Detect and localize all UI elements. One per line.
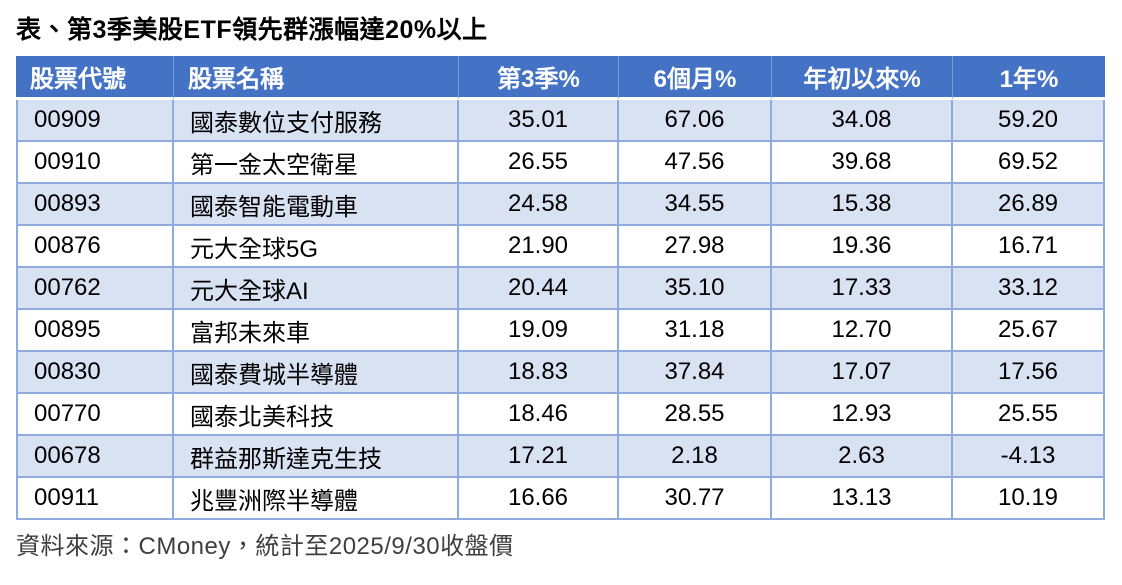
table-row: 00909 國泰數位支付服務 35.01 67.06 34.08 59.20	[16, 100, 1105, 142]
table-row: 00830 國泰費城半導體 18.83 37.84 17.07 17.56	[16, 352, 1105, 394]
cell-ytd-pct: 12.93	[772, 394, 953, 436]
cell-code: 00910	[16, 142, 174, 184]
cell-6m-pct: 34.55	[619, 184, 772, 226]
cell-code: 00893	[16, 184, 174, 226]
cell-ytd-pct: 34.08	[772, 100, 953, 142]
cell-1y-pct: 33.12	[953, 268, 1105, 310]
cell-1y-pct: 69.52	[953, 142, 1105, 184]
cell-code: 00762	[16, 268, 174, 310]
cell-q3-pct: 35.01	[459, 100, 619, 142]
table-header: 股票代號 股票名稱 第3季% 6個月% 年初以來% 1年%	[16, 56, 1105, 100]
cell-name: 元大全球AI	[174, 268, 459, 310]
cell-6m-pct: 28.55	[619, 394, 772, 436]
cell-1y-pct: 17.56	[953, 352, 1105, 394]
column-header-ytd-pct: 年初以來%	[772, 56, 953, 100]
cell-6m-pct: 47.56	[619, 142, 772, 184]
cell-1y-pct: 26.89	[953, 184, 1105, 226]
cell-code: 00876	[16, 226, 174, 268]
cell-name: 富邦未來車	[174, 310, 459, 352]
cell-q3-pct: 17.21	[459, 436, 619, 478]
cell-1y-pct: 16.71	[953, 226, 1105, 268]
cell-code: 00895	[16, 310, 174, 352]
table-row: 00762 元大全球AI 20.44 35.10 17.33 33.12	[16, 268, 1105, 310]
cell-name: 國泰費城半導體	[174, 352, 459, 394]
cell-q3-pct: 24.58	[459, 184, 619, 226]
cell-6m-pct: 35.10	[619, 268, 772, 310]
cell-name: 第一金太空衛星	[174, 142, 459, 184]
cell-6m-pct: 37.84	[619, 352, 772, 394]
cell-q3-pct: 19.09	[459, 310, 619, 352]
column-header-q3-pct: 第3季%	[459, 56, 619, 100]
cell-name: 元大全球5G	[174, 226, 459, 268]
cell-ytd-pct: 17.07	[772, 352, 953, 394]
cell-code: 00678	[16, 436, 174, 478]
table-row: 00678 群益那斯達克生技 17.21 2.18 2.63 -4.13	[16, 436, 1105, 478]
cell-ytd-pct: 17.33	[772, 268, 953, 310]
cell-q3-pct: 18.83	[459, 352, 619, 394]
etf-performance-table: 股票代號 股票名稱 第3季% 6個月% 年初以來% 1年% 00909 國泰數位支付服務 35…	[16, 56, 1105, 520]
table-title: 表、第3季美股ETF領先群漲幅達20%以上	[16, 16, 488, 44]
cell-name: 兆豐洲際半導體	[174, 478, 459, 520]
cell-code: 00770	[16, 394, 174, 436]
column-header-code: 股票代號	[16, 56, 174, 100]
table-row: 00876 元大全球5G 21.90 27.98 19.36 16.71	[16, 226, 1105, 268]
table-header-row: 股票代號 股票名稱 第3季% 6個月% 年初以來% 1年%	[16, 56, 1105, 100]
cell-6m-pct: 30.77	[619, 478, 772, 520]
cell-q3-pct: 16.66	[459, 478, 619, 520]
cell-6m-pct: 31.18	[619, 310, 772, 352]
cell-1y-pct: 10.19	[953, 478, 1105, 520]
cell-code: 00909	[16, 100, 174, 142]
cell-ytd-pct: 12.70	[772, 310, 953, 352]
table-row: 00770 國泰北美科技 18.46 28.55 12.93 25.55	[16, 394, 1105, 436]
cell-ytd-pct: 19.36	[772, 226, 953, 268]
cell-6m-pct: 67.06	[619, 100, 772, 142]
table-row: 00910 第一金太空衛星 26.55 47.56 39.68 69.52	[16, 142, 1105, 184]
cell-1y-pct: 59.20	[953, 100, 1105, 142]
cell-6m-pct: 2.18	[619, 436, 772, 478]
cell-ytd-pct: 39.68	[772, 142, 953, 184]
cell-name: 群益那斯達克生技	[174, 436, 459, 478]
cell-1y-pct: 25.55	[953, 394, 1105, 436]
cell-ytd-pct: 2.63	[772, 436, 953, 478]
table-row: 00895 富邦未來車 19.09 31.18 12.70 25.67	[16, 310, 1105, 352]
cell-q3-pct: 26.55	[459, 142, 619, 184]
column-header-1y-pct: 1年%	[953, 56, 1105, 100]
cell-code: 00911	[16, 478, 174, 520]
cell-q3-pct: 18.46	[459, 394, 619, 436]
table-body: 00909 國泰數位支付服務 35.01 67.06 34.08 59.20 00910 第一…	[16, 100, 1105, 520]
cell-name: 國泰數位支付服務	[174, 100, 459, 142]
data-source-note: 資料來源：CMoney，統計至2025/9/30收盤價	[16, 533, 514, 560]
column-header-name: 股票名稱	[174, 56, 459, 100]
cell-1y-pct: 25.67	[953, 310, 1105, 352]
cell-name: 國泰智能電動車	[174, 184, 459, 226]
table-row: 00911 兆豐洲際半導體 16.66 30.77 13.13 10.19	[16, 478, 1105, 520]
cell-6m-pct: 27.98	[619, 226, 772, 268]
column-header-6m-pct: 6個月%	[619, 56, 772, 100]
cell-ytd-pct: 13.13	[772, 478, 953, 520]
cell-q3-pct: 21.90	[459, 226, 619, 268]
cell-code: 00830	[16, 352, 174, 394]
cell-ytd-pct: 15.38	[772, 184, 953, 226]
cell-1y-pct: -4.13	[953, 436, 1105, 478]
cell-name: 國泰北美科技	[174, 394, 459, 436]
table-row: 00893 國泰智能電動車 24.58 34.55 15.38 26.89	[16, 184, 1105, 226]
cell-q3-pct: 20.44	[459, 268, 619, 310]
